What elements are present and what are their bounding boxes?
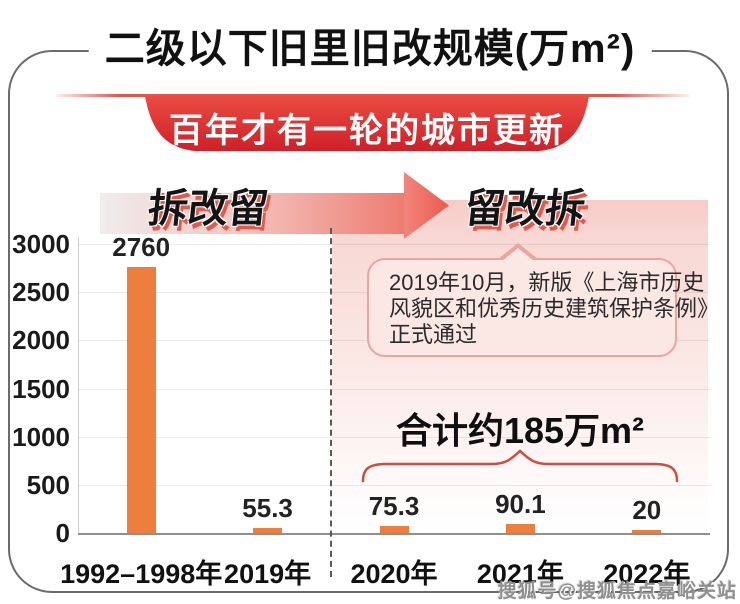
gridline: [78, 484, 710, 486]
x-tick-label: 2021年: [476, 559, 564, 589]
transition-arrow-shaft: [100, 193, 406, 234]
annotation-line: 2019年10月，新版《上海市历史: [389, 270, 705, 295]
ribbon-top-line: [56, 94, 690, 97]
y-tick-label: 2000: [12, 325, 70, 356]
y-tick-label: 3000: [12, 229, 70, 259]
bar-2022年: [632, 529, 662, 533]
annotation-bubble: 2019年10月，新版《上海市历史 风貌区和优秀历史建筑保护条例》 正式通过: [367, 243, 720, 357]
bar-value-label: 75.3: [368, 490, 420, 521]
brace-icon: [361, 449, 679, 483]
bar-value-label: 2760: [112, 232, 171, 263]
x-tick-label: 2020年: [350, 559, 438, 589]
annotation-line: 风貌区和优秀历史建筑保护条例》: [389, 296, 720, 321]
bar-value-label: 55.3: [242, 492, 293, 523]
x-axis-baseline: [78, 533, 710, 535]
era-divider-dashed-line: [330, 228, 332, 577]
gridline: [78, 388, 710, 390]
y-tick-label: 1000: [12, 421, 70, 452]
era-label-left: 拆改留: [145, 187, 271, 231]
y-axis-line: [78, 237, 79, 533]
bar-2019年: [253, 527, 283, 533]
page-title: 二级以下旧里旧改规模(万m²): [88, 24, 652, 74]
bubble-tail-fill: [502, 248, 534, 261]
x-tick-label: 1992–1998年: [60, 559, 223, 589]
bar-2021年: [505, 524, 535, 533]
bar-value-label: 90.1: [495, 489, 546, 520]
x-tick-label: 2019年: [224, 559, 312, 589]
total-sum-label: 合计约185万m²: [395, 410, 645, 451]
bar-2020年: [379, 525, 409, 533]
gridline: [78, 436, 710, 438]
era-label-right: 留改拆: [462, 187, 588, 231]
gridline: [78, 244, 710, 245]
banner-ribbon: 百年才有一轮的城市更新: [145, 96, 589, 154]
x-tick-label: 2022年: [603, 559, 691, 589]
bar-1992–1998年: [126, 267, 156, 533]
banner-shape: [145, 96, 589, 151]
watermark-text: 搜狐号@搜狐焦点嘉峪关站: [497, 581, 737, 602]
annotation-line: 正式通过: [389, 322, 478, 347]
y-tick-label: 1500: [12, 373, 70, 404]
y-tick-label: 500: [26, 469, 70, 500]
y-tick-label: 0: [55, 518, 70, 548]
banner-text: 百年才有一轮的城市更新: [169, 112, 565, 150]
bar-value-label: 20: [632, 494, 662, 525]
y-tick-label: 2500: [12, 277, 70, 308]
